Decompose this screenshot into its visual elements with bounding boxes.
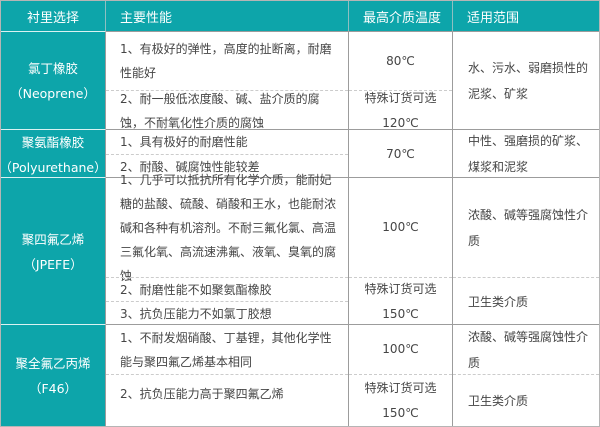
range-cell: 卫生类介质 bbox=[453, 277, 599, 325]
performance-cell: 2、耐一般低浓度酸、碱、盐介质的腐蚀，不耐氧化性介质的腐蚀 bbox=[106, 90, 348, 130]
material-name: 聚全氟乙丙烯 bbox=[15, 356, 91, 371]
temperature-cell: 特殊订货可选 150℃ bbox=[349, 277, 452, 325]
performance-cell: 1、几乎可以抵抗所有化学介质，能耐妃糖的盐酸、硫酸、硝酸和王水，也能耐浓碱和各种… bbox=[120, 172, 337, 283]
material-cell: 聚四氟乙烯 （JPEFE） bbox=[1, 177, 106, 325]
range-column: 浓酸、碱等强腐蚀性介质 卫生类介质 bbox=[453, 177, 599, 325]
range-cell: 浓酸、碱等强腐蚀性介质 bbox=[468, 207, 589, 248]
material-name: 聚四氟乙烯 bbox=[21, 231, 85, 247]
range-cell: 卫生类介质 bbox=[453, 374, 599, 426]
range-cell: 浓酸、碱等强腐蚀性介质 bbox=[468, 329, 589, 370]
header-cell-lining: 衬里选择 bbox=[1, 1, 106, 31]
range-column: 中性、强磨损的矿浆、煤浆和泥浆 bbox=[453, 129, 599, 180]
table-row: 聚全氟乙丙烯 （F46） 1、不耐发烟硝酸、丁基锂，其他化学性能与聚四氟乙烯基本… bbox=[1, 324, 599, 426]
material-name: 氯丁橡胶 bbox=[27, 61, 78, 76]
table-row: 聚四氟乙烯 （JPEFE） 1、几乎可以抵抗所有化学介质，能耐妃糖的盐酸、硫酸、… bbox=[1, 172, 599, 325]
material-name-en: （F46） bbox=[28, 381, 78, 396]
temperature-cell: 100℃ bbox=[382, 342, 419, 356]
header-cell-applicable-range: 适用范围 bbox=[467, 10, 520, 26]
header-cell-max-temperature: 最高介质温度 bbox=[349, 1, 453, 31]
material-name-en: （Neoprene） bbox=[10, 86, 96, 101]
material-cell: 聚全氟乙丙烯 （F46） bbox=[1, 324, 106, 426]
table-row: 聚氨酯橡胶 （Polyurethane） 1、具有极好的耐磨性能 2、耐酸、碱腐… bbox=[0, 129, 599, 180]
performance-column: 1、几乎可以抵抗所有化学介质，能耐妃糖的盐酸、硫酸、硝酸和王水，也能耐浓碱和各种… bbox=[106, 172, 349, 325]
temperature-column: 100℃ 特殊订货可选 150℃ bbox=[349, 324, 453, 426]
temperature-cell: 80℃ bbox=[386, 53, 415, 68]
table-header: 衬里选择 主要性能 最高介质温度 适用范围 bbox=[1, 1, 599, 31]
temperature-column: 80℃ 特殊订货可选 120℃ bbox=[349, 31, 453, 130]
range-column: 浓酸、碱等强腐蚀性介质 卫生类介质 bbox=[453, 324, 599, 426]
header-cell-performance: 主要性能 bbox=[106, 1, 349, 31]
range-cell: 中性、强磨损的矿浆、煤浆和泥浆 bbox=[468, 134, 589, 174]
performance-cell: 1、有极好的弹性，高度的扯断离，耐磨性能好 bbox=[120, 42, 332, 80]
material-name-en: （Polyurethane） bbox=[0, 160, 107, 175]
material-name-en: （JPEFE） bbox=[23, 256, 83, 272]
temperature-cell: 特殊订货可选 120℃ bbox=[349, 90, 452, 130]
performance-column: 1、有极好的弹性，高度的扯断离，耐磨性能好 2、耐一般低浓度酸、碱、盐介质的腐蚀… bbox=[106, 31, 349, 130]
performance-cell: 3、抗负压能力不如氯丁胶想 bbox=[106, 301, 348, 325]
material-cell: 聚氨酯橡胶 （Polyurethane） bbox=[0, 129, 107, 180]
performance-column: 1、具有极好的耐磨性能 2、耐酸、碱腐蚀性能较差 bbox=[106, 129, 349, 180]
performance-cell: 1、不耐发烟硝酸、丁基锂，其他化学性能与聚四氟乙烯基本相同 bbox=[120, 330, 332, 369]
performance-cell: 2、耐磨性能不如聚氨酯橡胶 bbox=[106, 277, 348, 301]
range-column: 水、污水、弱磨损性的泥浆、矿浆 bbox=[453, 31, 599, 130]
temperature-cell: 100℃ bbox=[382, 220, 419, 234]
range-cell: 水、污水、弱磨损性的泥浆、矿浆 bbox=[468, 61, 589, 101]
table-row: 氯丁橡胶 （Neoprene） 1、有极好的弹性，高度的扯断离，耐磨性能好 2、… bbox=[1, 31, 599, 130]
temperature-cell: 特殊订货可选 150℃ bbox=[349, 374, 452, 426]
temperature-column: 70℃ bbox=[349, 129, 453, 180]
temperature-cell: 70℃ bbox=[386, 146, 415, 161]
performance-cell: 1、具有极好的耐磨性能 bbox=[120, 135, 248, 149]
performance-cell: 2、抗负压能力高于聚四氟乙烯 bbox=[106, 374, 348, 426]
material-name: 聚氨酯橡胶 bbox=[21, 135, 85, 150]
performance-column: 1、不耐发烟硝酸、丁基锂，其他化学性能与聚四氟乙烯基本相同 2、抗负压能力高于聚… bbox=[106, 324, 349, 426]
temperature-column: 100℃ 特殊订货可选 150℃ bbox=[349, 177, 453, 325]
material-cell: 氯丁橡胶 （Neoprene） bbox=[1, 31, 106, 130]
performance-cell: 2、耐酸、碱腐蚀性能较差 bbox=[106, 154, 348, 178]
